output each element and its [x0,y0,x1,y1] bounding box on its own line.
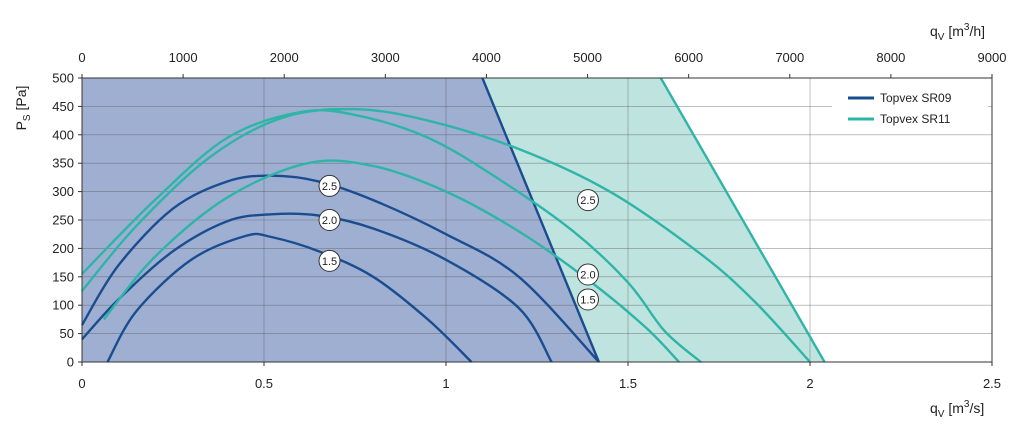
x-top-axis-title-sub: V [938,32,945,43]
y-axis-title-unit: [Pa] [13,86,29,115]
voltage-badge-label: 1.5 [580,295,595,307]
voltage-badge-label: 2.0 [580,270,595,282]
legend-box [832,84,988,134]
x-bottom-tick-label: 2.5 [983,376,1001,391]
x-bottom-axis-title-sup: 3 [964,399,970,410]
x-top-axis-title: qV [m3/h] [930,22,985,43]
voltage-badge [318,249,341,272]
x-top-axis-title-sup: 3 [964,22,970,33]
y-tick-label: 500 [52,71,74,86]
voltage-badge-label: 2.5 [322,181,337,193]
x-top-tick-label: 4000 [472,50,501,65]
x-top-axis-title-unit-b: /h] [969,23,985,39]
voltage-badge [576,288,599,311]
curve-sr09-1-5 [106,232,473,363]
x-bottom-tick-label: 0.5 [255,376,273,391]
legend-label-sr11: Topvex SR11 [880,112,951,126]
fan-curves [80,77,826,363]
x-top-tick-label: 8000 [876,50,905,65]
y-tick-label: 350 [52,156,74,171]
x-bottom-axis-title-sub: V [938,409,945,420]
voltage-badge [318,174,341,197]
curve-sr11-2-0 [81,109,702,363]
boundary-line-sr11 [659,77,826,363]
x-bottom-axis-title-unit-b: /s] [969,400,984,416]
x-bottom-tick-label: 1.5 [619,376,637,391]
x-top-tick-label: 0 [78,50,85,65]
curve-sr09-2-0 [81,212,553,363]
x-bottom-tick-label: 1 [442,376,449,391]
x-top-axis-title-main: q [930,23,938,39]
voltage-badge [576,263,599,286]
x-top-tick-label: 1000 [169,50,198,65]
voltage-badges: 2.5 2.0 1.5 2.5 2.0 1.5 [318,174,599,311]
x-bottom-tick-label: 2 [806,376,813,391]
x-bottom-axis-title: qV [m3/s] [930,399,984,420]
curve-sr11-2-5 [81,107,811,363]
x-top-tick-label: 7000 [775,50,804,65]
x-top-tick-label: 6000 [674,50,703,65]
y-axis-title-sub: S [22,114,33,121]
y-tick-label: 300 [52,184,74,199]
x-top-tick-label: 3000 [371,50,400,65]
legend: Topvex SR09 Topvex SR11 [832,84,988,134]
curve-sr09-2-5 [80,174,600,363]
y-tick-label: 0 [67,355,74,370]
voltage-badge [576,189,599,212]
y-axis-title: PS [Pa] [13,86,33,131]
x-bottom-axis-title-main: q [930,400,938,416]
y-axis-title-main: P [13,121,29,130]
boundary-line-sr09 [481,77,600,363]
voltage-badge-label: 2.0 [322,215,337,227]
x-top-tick-label: 9000 [978,50,1007,65]
voltage-badge-label: 1.5 [322,256,337,268]
curve-sr11-1-5 [102,159,680,363]
y-tick-label: 250 [52,213,74,228]
y-tick-label: 50 [60,326,74,341]
y-tick-label: 200 [52,241,74,256]
y-tick-label: 400 [52,127,74,142]
voltage-badge-label: 2.5 [580,195,595,207]
x-top-tick-label: 2000 [270,50,299,65]
x-bottom-axis-title-unit-a: [m [944,400,963,416]
voltage-badge [318,209,341,231]
x-bottom-tick-label: 0 [78,376,85,391]
y-tick-label: 450 [52,99,74,114]
y-tick-label: 100 [52,298,74,313]
x-top-tick-label: 5000 [573,50,602,65]
y-tick-label: 150 [52,269,74,284]
x-top-axis-title-unit-a: [m [944,23,963,39]
legend-label-sr09: Topvex SR09 [880,91,952,105]
